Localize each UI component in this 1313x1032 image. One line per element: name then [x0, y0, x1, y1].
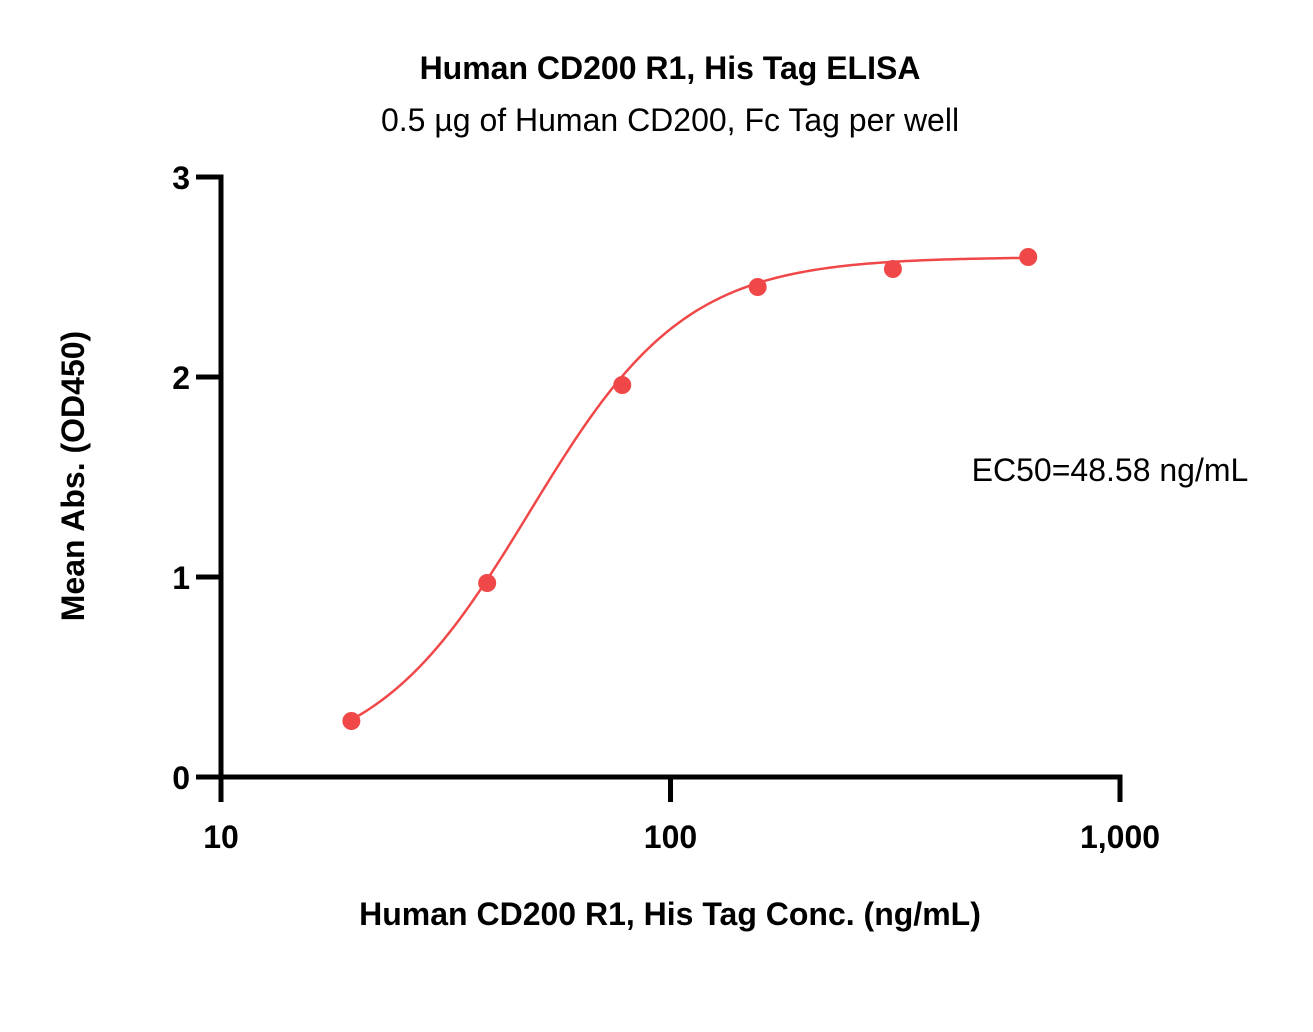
- x-tick-label: 100: [644, 819, 697, 855]
- data-point: [1019, 248, 1038, 266]
- x-tick-label: 1,000: [1080, 819, 1160, 855]
- data-point: [883, 260, 902, 278]
- fit-curve: [350, 256, 1029, 721]
- fit-curve-group: [350, 256, 1029, 721]
- data-point: [748, 278, 767, 296]
- chart-subtitle: 0.5 µg of Human CD200, Fc Tag per well: [381, 102, 959, 138]
- y-tick-label: 1: [172, 560, 190, 596]
- y-axis-ticks: 0 1 2 3: [172, 160, 221, 796]
- chart-title: Human CD200 R1, His Tag ELISA: [420, 50, 921, 86]
- data-points: [342, 248, 1038, 730]
- y-tick-label: 3: [172, 160, 190, 196]
- data-point: [342, 712, 361, 730]
- y-tick-label: 2: [172, 360, 190, 396]
- y-tick-label: 0: [172, 760, 190, 796]
- ec50-annotation: EC50=48.58 ng/mL: [972, 452, 1249, 488]
- data-point: [613, 376, 632, 394]
- x-tick-label: 10: [203, 819, 239, 855]
- y-axis-label: Mean Abs. (OD450): [55, 331, 91, 621]
- data-point: [478, 574, 497, 592]
- x-axis-label: Human CD200 R1, His Tag Conc. (ng/mL): [359, 896, 981, 932]
- x-axis-ticks: 10 100 1,000: [203, 777, 1160, 855]
